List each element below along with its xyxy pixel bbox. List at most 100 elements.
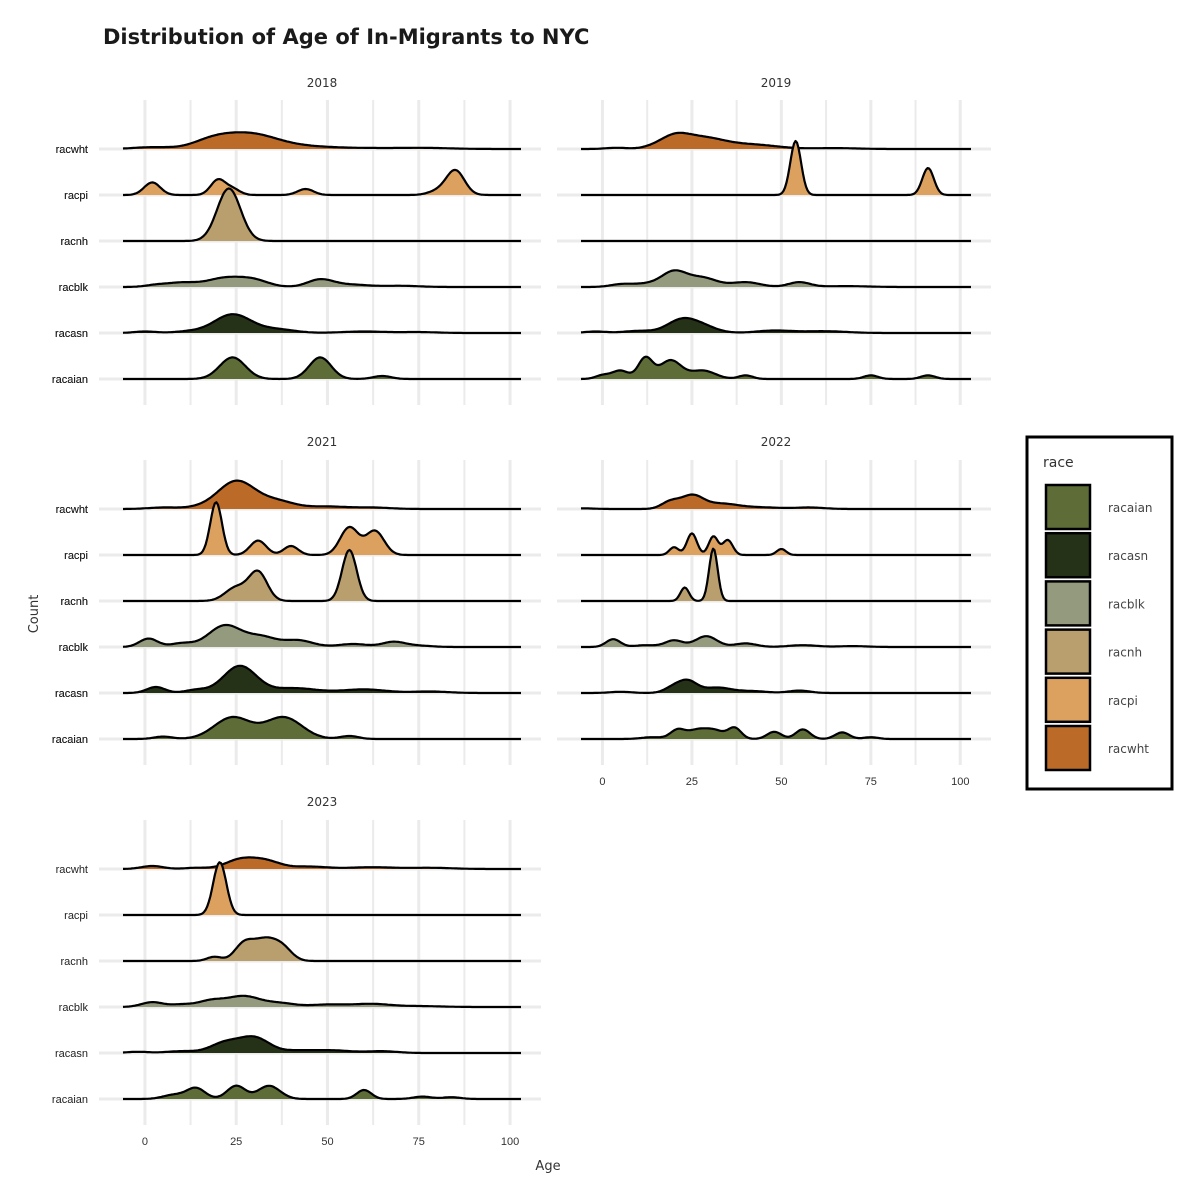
- ridge-line-racaian: [580, 355, 971, 381]
- ridge-line-racpi: [581, 139, 971, 197]
- legend-title: race: [1043, 455, 1074, 471]
- x-tick-label: 50: [321, 1136, 333, 1148]
- ridge-fill-racpi: [123, 502, 521, 555]
- ridge-line-racblk: [122, 623, 521, 649]
- ridge-line-racpi: [123, 501, 521, 557]
- ridge-line-racaian: [123, 715, 521, 741]
- x-tick-label: 0: [599, 776, 605, 788]
- ridge-line-racwht: [581, 131, 971, 151]
- x-tick-label: 50: [775, 776, 787, 788]
- legend-swatch-racwht: [1044, 724, 1092, 772]
- ridge-fill-racnh: [123, 188, 521, 241]
- facet-panels: 2018racwhtracpiracnhracblkracasnracaian2…: [52, 76, 991, 1148]
- ridge-fill-racwht: [123, 132, 521, 149]
- ridge-line-racasn: [123, 664, 521, 695]
- ridge-fill-racwht: [581, 132, 971, 149]
- ridge-fill-racpi: [123, 862, 521, 915]
- legend-label-racasn: racasn: [1108, 549, 1148, 563]
- x-tick-label: 75: [413, 1136, 425, 1148]
- ridge-fill-racasn: [123, 665, 521, 693]
- facet-title: 2021: [307, 435, 338, 449]
- facet-2023: 2023 racwht racpi racnh racblk racasn racaian 0…: [52, 795, 541, 1148]
- ridge-line-racwht: [123, 856, 521, 871]
- y-tick-label: racnh: [60, 236, 88, 248]
- y-tick-label: racblk: [59, 642, 89, 654]
- ridge-fill-racblk: [123, 625, 521, 647]
- ridge-fill-racwht: [123, 480, 521, 509]
- ridge-line-racpi: [581, 532, 971, 557]
- ridge-line-racwht: [581, 493, 971, 511]
- facet-title: 2019: [761, 76, 792, 90]
- y-tick-label: racasn: [55, 328, 88, 340]
- ridge-line-racasn: [122, 313, 521, 335]
- x-tick-label: 100: [951, 776, 969, 788]
- chart-title: Distribution of Age of In-Migrants to NY…: [103, 25, 589, 49]
- legend-swatch-racpi: [1044, 676, 1092, 724]
- y-tick-label: racpi: [64, 910, 88, 922]
- y-tick-label: racblk: [59, 642, 89, 654]
- facet-2021: 2021 racwht racpi racnh racblk racasn racaian: [52, 435, 541, 765]
- ridge-line-racaian: [123, 356, 521, 381]
- y-tick-label: racaian: [52, 1094, 88, 1106]
- y-tick-label: racpi: [64, 550, 88, 562]
- y-tick-label: racasn: [55, 328, 88, 340]
- ridge-fill-racnh: [581, 548, 971, 601]
- ridge-line-racaian: [581, 726, 971, 741]
- y-tick-label: racasn: [55, 688, 88, 700]
- y-axis-title: Count: [27, 595, 42, 634]
- legend-label-racblk: racblk: [1108, 597, 1145, 611]
- legend-label-racaian: racaian: [1108, 501, 1153, 515]
- ridge-fill-racasn: [123, 314, 521, 333]
- y-tick-label: racaian: [52, 734, 88, 746]
- legend-label-racpi: racpi: [1108, 694, 1138, 708]
- y-tick-label: racnh: [60, 596, 88, 608]
- y-tick-label: racaian: [52, 374, 88, 386]
- x-axis-title: Age: [535, 1159, 560, 1174]
- ridge-line-racnh: [123, 548, 521, 603]
- ridge-fill-racnh: [123, 550, 521, 601]
- legend-label-racnh: racnh: [1108, 646, 1142, 660]
- ridge-fill-racasn: [581, 318, 971, 333]
- ridge-line-racasn: [581, 678, 971, 695]
- ridge-fill-racnh: [123, 937, 521, 961]
- y-tick-label: racwht: [56, 504, 88, 516]
- legend-swatch-racasn: [1044, 531, 1092, 579]
- ridge-line-racblk: [581, 269, 971, 289]
- legend: race racaian racasn racblk racnh racpi racwht: [1025, 435, 1174, 791]
- x-tick-label: 25: [230, 1136, 242, 1148]
- ridge-fill-racasn: [123, 1036, 521, 1053]
- y-tick-label: racwht: [56, 144, 88, 156]
- ridge-line-racblk: [123, 275, 521, 289]
- ridge-line-racasn: [122, 1035, 521, 1055]
- x-tick-label: 75: [865, 776, 877, 788]
- ridge-fill-racblk: [123, 276, 521, 287]
- y-tick-label: racwht: [56, 504, 88, 516]
- ridge-fill-racaian: [581, 356, 971, 379]
- y-tick-label: racpi: [64, 550, 88, 562]
- ridge-line-racwht: [123, 479, 521, 511]
- x-tick-label: 0: [142, 1136, 148, 1148]
- ridge-fill-racblk: [581, 636, 971, 647]
- ridge-line-racnh: [123, 187, 521, 243]
- legend-label-racwht: racwht: [1108, 742, 1149, 756]
- y-tick-label: racaian: [52, 374, 88, 386]
- ridge-fill-racpi: [123, 169, 521, 195]
- ridge-fill-racblk: [581, 270, 971, 287]
- ridge-line-racblk: [581, 635, 971, 649]
- ridge-fill-racaian: [123, 357, 521, 379]
- ridge-line-racwht: [122, 131, 521, 151]
- ridge-line-racblk: [122, 994, 521, 1009]
- ridge-fill-racpi: [581, 141, 971, 195]
- y-tick-label: racaian: [52, 734, 88, 746]
- legend-swatch-racblk: [1044, 580, 1092, 627]
- ridge-line-racnh: [123, 936, 521, 963]
- ridge-line-racaian: [123, 1084, 521, 1101]
- ridge-fill-racaian: [123, 716, 521, 739]
- ridge-line-racpi: [123, 168, 521, 197]
- x-tick-label: 25: [686, 776, 698, 788]
- x-tick-label: 100: [501, 1136, 519, 1148]
- y-tick-label: racnh: [60, 956, 88, 968]
- legend-swatch-racaian: [1044, 483, 1092, 531]
- y-tick-label: racblk: [59, 1002, 89, 1014]
